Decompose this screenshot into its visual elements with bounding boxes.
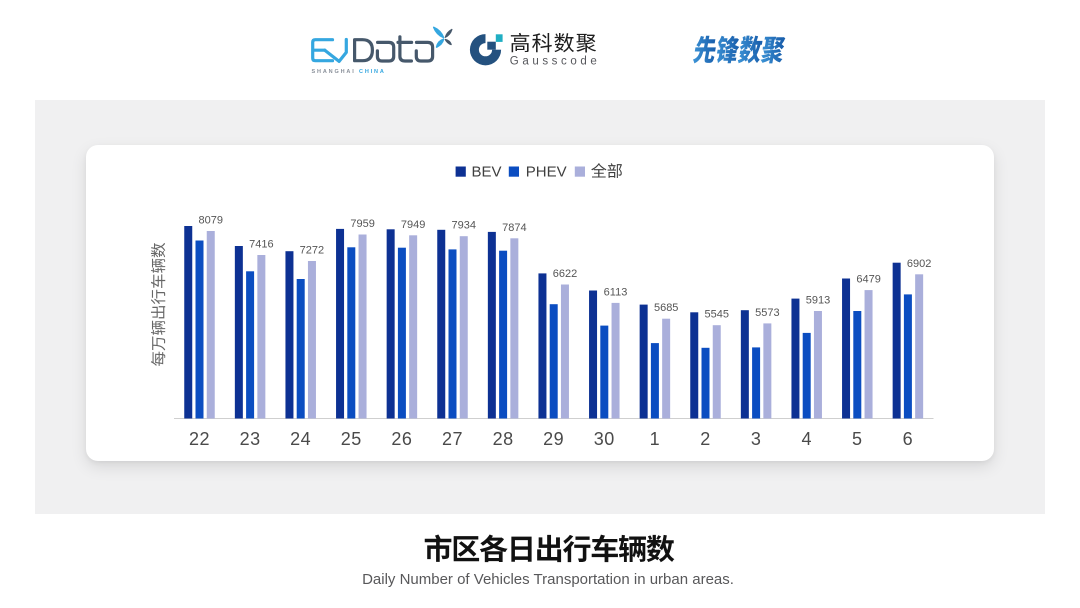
svg-text:5545: 5545 [705,309,729,321]
svg-text:30: 30 [594,429,615,449]
svg-text:2: 2 [700,429,711,449]
svg-text:22: 22 [189,429,210,449]
svg-text:29: 29 [543,429,564,449]
svg-text:5913: 5913 [806,295,830,307]
svg-text:6902: 6902 [907,258,931,270]
svg-text:26: 26 [391,429,412,449]
svg-text:7416: 7416 [249,239,273,251]
svg-text:1: 1 [650,429,661,449]
svg-text:6479: 6479 [856,274,880,286]
svg-text:6113: 6113 [604,286,628,298]
svg-text:6622: 6622 [553,268,577,280]
svg-text:SHANGHAI CHINA: SHANGHAI CHINA [312,69,386,75]
svg-text:28: 28 [493,429,514,449]
svg-text:25: 25 [341,429,362,449]
svg-text:7272: 7272 [300,245,324,257]
svg-text:24: 24 [290,429,311,449]
svg-text:4: 4 [801,429,812,449]
svg-text:Daily Number of Vehicles Trans: Daily Number of Vehicles Transportation … [362,571,734,588]
svg-text:7874: 7874 [502,222,526,234]
svg-text:27: 27 [442,429,463,449]
svg-text:7959: 7959 [350,218,374,230]
svg-text:5685: 5685 [654,302,678,314]
svg-text:8079: 8079 [199,215,223,227]
svg-text:23: 23 [240,429,261,449]
svg-text:6: 6 [903,429,914,449]
svg-text:3: 3 [751,429,762,449]
svg-text:5: 5 [852,429,863,449]
svg-text:PHEV: PHEV [526,164,567,181]
svg-text:7949: 7949 [401,219,425,231]
svg-text:7934: 7934 [452,220,476,232]
svg-text:Gausscode: Gausscode [510,55,601,67]
svg-text:5573: 5573 [755,307,779,319]
svg-text:BEV: BEV [472,164,502,181]
